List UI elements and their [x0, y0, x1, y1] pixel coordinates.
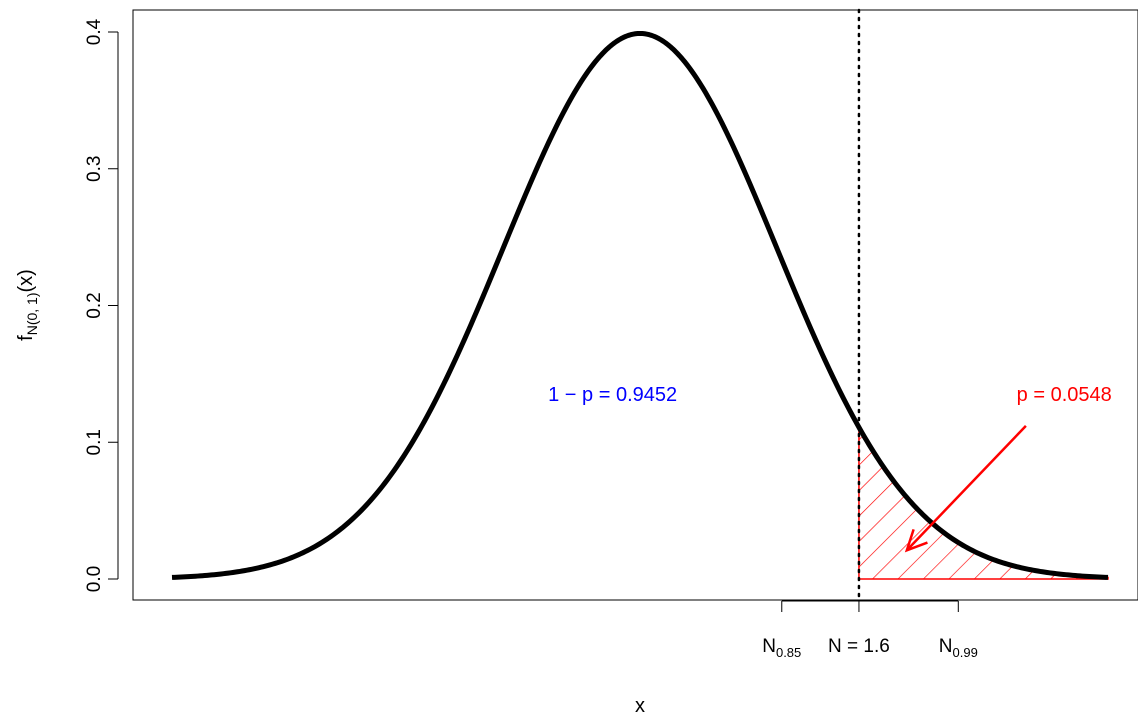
plot-frame [132, 9, 1138, 601]
y-label-tail: (x) [15, 269, 37, 292]
y-axis: 0.0 0.1 0.2 0.3 0.4 [84, 18, 119, 592]
y-tick-label: 0.1 [84, 429, 105, 455]
y-tick-label: 0.0 [84, 566, 105, 592]
annotation-label: p = 0.0548 [1017, 384, 1112, 406]
x-tick-label-main: N = 1.6 [828, 636, 890, 657]
x-tick-label-main: N [939, 636, 953, 657]
arrow-head [904, 528, 928, 553]
y-tick-label: 0.4 [84, 18, 105, 45]
x-axis: N0.85 N = 1.6 N0.99 [762, 600, 978, 660]
arrow-shaft [905, 424, 1027, 552]
density-curve-group [171, 8, 1109, 602]
annotation-label: 1 − p = 0.9452 [548, 384, 677, 406]
x-tick-label-sub: 0.85 [776, 645, 801, 660]
x-tick-label-sub: 0.99 [953, 645, 978, 660]
annotations: 1 − p = 0.9452 p = 0.0548 [548, 384, 1112, 553]
y-tick-label: 0.3 [84, 156, 105, 182]
x-axis-label: x [635, 695, 645, 717]
y-label-sub: N(0, 1) [24, 292, 40, 335]
y-tick-label: 0.2 [84, 292, 105, 318]
y-axis-label: fN(0, 1)(x) [15, 269, 40, 341]
x-tick-label-main: N [762, 636, 776, 657]
density-curve [171, 30, 1109, 580]
x-tick-label: N0.85 [762, 636, 801, 660]
x-tick-label: N = 1.6 [828, 636, 890, 657]
y-label-main: f [15, 335, 37, 341]
x-tick-label: N0.99 [939, 636, 978, 660]
